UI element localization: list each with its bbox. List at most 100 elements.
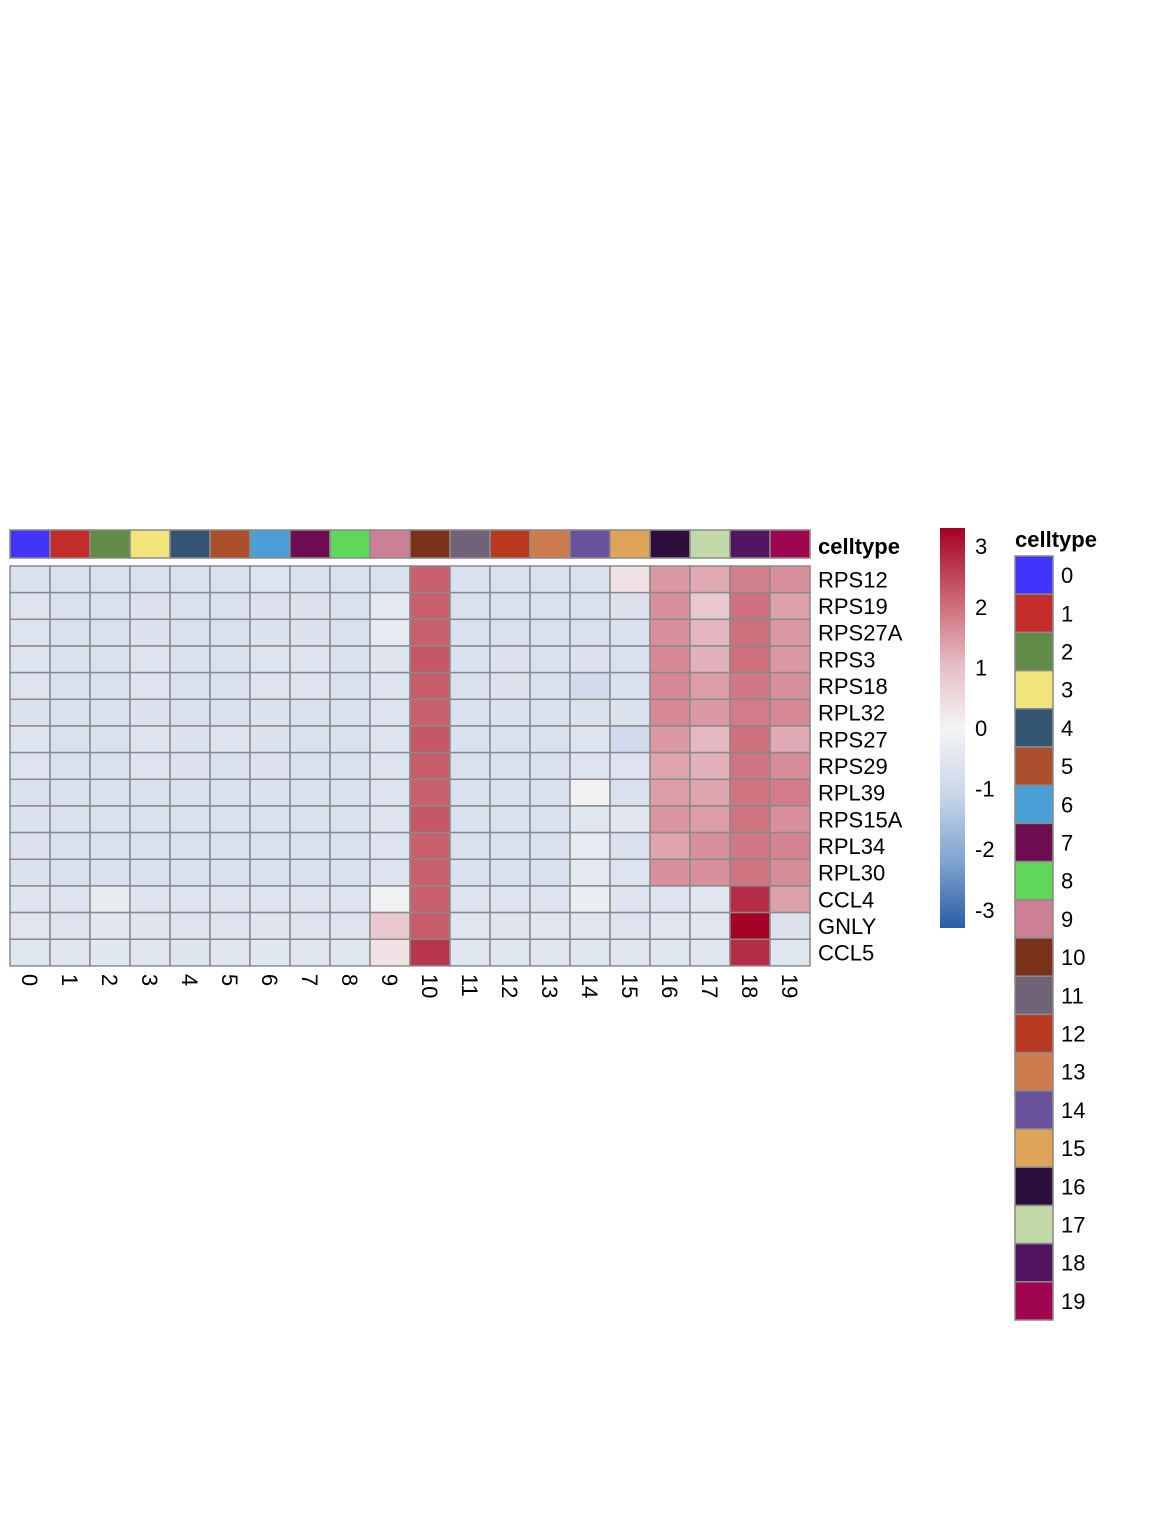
color-scale-tick-label: -3 [975, 898, 995, 923]
heatmap-cell [609, 858, 651, 887]
column-label: 2 [97, 974, 122, 986]
color-scale-tick-label: 0 [975, 716, 987, 741]
heatmap-cell [689, 645, 731, 674]
legend-label: 12 [1061, 1022, 1085, 1047]
heatmap-cell [9, 565, 51, 594]
heatmap-cell [609, 911, 651, 940]
heatmap-cell [209, 885, 251, 914]
heatmap-cell [649, 618, 691, 647]
heatmap-cell [49, 645, 91, 674]
heatmap-cell [449, 805, 491, 834]
heatmap-cell [169, 938, 211, 967]
heatmap-cell [209, 831, 251, 861]
heatmap-cell [529, 671, 571, 701]
row-label: RPL34 [818, 834, 885, 859]
heatmap-cell [689, 698, 731, 727]
heatmap-cell [129, 591, 171, 621]
row-label: RPS18 [818, 674, 888, 699]
heatmap-cell [49, 885, 91, 914]
row-label: RPS29 [818, 754, 888, 779]
heatmap-cell [489, 831, 531, 861]
heatmap-cell [369, 725, 411, 754]
heatmap-cell [329, 858, 371, 887]
legend-label: 11 [1061, 983, 1084, 1008]
heatmap-cell [729, 938, 771, 967]
heatmap-cell [609, 591, 651, 621]
legend-label: 18 [1061, 1251, 1085, 1276]
heatmap-cell [49, 671, 91, 701]
heatmap-cell [689, 778, 731, 807]
heatmap-cell [9, 618, 51, 647]
heatmap-cell [449, 778, 491, 807]
row-label: RPS15A [818, 807, 903, 832]
heatmap-cell [529, 645, 571, 674]
heatmap-cell [329, 751, 371, 781]
heatmap-cell [329, 831, 371, 861]
heatmap-cell [129, 751, 171, 781]
heatmap-cell [89, 565, 131, 594]
heatmap-cell [329, 698, 371, 727]
heatmap-cell [649, 671, 691, 701]
legend-swatch [1014, 555, 1054, 595]
color-scale-tick-label: 1 [975, 655, 987, 680]
heatmap-cell [689, 671, 731, 701]
heatmap-cell [49, 565, 91, 594]
heatmap-cell [289, 725, 331, 754]
heatmap-cell [129, 565, 171, 594]
row-labels: RPS12RPS19RPS27ARPS3RPS18RPL32RPS27RPS29… [818, 567, 903, 965]
heatmap-cell [529, 591, 571, 621]
heatmap-cell [489, 751, 531, 781]
heatmap-cell [489, 618, 531, 647]
heatmap-cell [529, 618, 571, 647]
legend-swatch [1014, 822, 1054, 863]
heatmap-cell [209, 671, 251, 701]
column-label: 4 [177, 974, 202, 986]
heatmap-cell [729, 911, 771, 940]
color-scale-tick-label: -1 [975, 777, 995, 802]
heatmap-cell [129, 645, 171, 674]
annotation-cell [609, 529, 651, 559]
heatmap-cell [609, 565, 651, 594]
heatmap-cell [209, 645, 251, 674]
heatmap-cell [729, 698, 771, 727]
heatmap-cell [489, 698, 531, 727]
column-label: 5 [217, 974, 242, 986]
heatmap-cell [569, 725, 611, 754]
heatmap-cell [49, 858, 91, 887]
heatmap-cell [449, 751, 491, 781]
heatmap-cell [769, 805, 811, 834]
heatmap-cell [9, 725, 51, 754]
heatmap-cell [489, 885, 531, 914]
legend-label: 5 [1061, 754, 1073, 779]
heatmap-cell [729, 618, 771, 647]
annotation-cell [489, 529, 531, 559]
legend-swatch [1014, 1166, 1054, 1207]
heatmap-cell [289, 565, 331, 594]
heatmap-cell [729, 805, 771, 834]
heatmap-cell [169, 858, 211, 887]
color-scale-tick-label: -2 [975, 837, 995, 862]
row-label: RPL30 [818, 861, 885, 886]
heatmap-cell [209, 618, 251, 647]
heatmap-cell [489, 591, 531, 621]
heatmap-cell [369, 645, 411, 674]
annotation-cell [289, 529, 331, 559]
heatmap-cell [409, 911, 451, 940]
legend-swatch [1014, 1204, 1054, 1245]
heatmap-cell [569, 751, 611, 781]
heatmap-cell [89, 698, 131, 727]
color-scale-ticks: 3 2 1 0 -1 -2 -3 [975, 534, 995, 923]
legend-swatch [1014, 784, 1054, 825]
heatmap-cell [289, 618, 331, 647]
heatmap-cell [729, 885, 771, 914]
heatmap-cells [9, 565, 811, 967]
heatmap-cell [329, 591, 371, 621]
heatmap-cell [9, 751, 51, 781]
column-label: 6 [257, 974, 282, 986]
heatmap-cell [129, 858, 171, 887]
annotation-cell [89, 529, 131, 559]
annotation-cell [649, 529, 691, 559]
heatmap-cell [489, 725, 531, 754]
heatmap-cell [49, 698, 91, 727]
